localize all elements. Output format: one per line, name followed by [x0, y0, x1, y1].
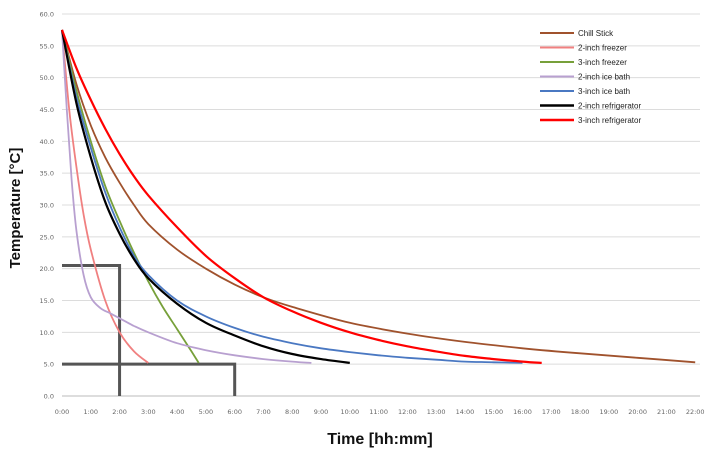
series-line-7 — [60, 29, 542, 364]
x-tick-label: 11:00 — [369, 408, 388, 416]
x-tick-label: 20:00 — [628, 408, 647, 416]
series-line-1 — [61, 29, 696, 364]
gridlines — [62, 13, 700, 365]
legend-label: 2-inch refrigerator — [578, 102, 641, 111]
y-tick-label: 50.0 — [40, 74, 54, 82]
x-tick-label: 9:00 — [314, 408, 329, 416]
y-tick-label: 45.0 — [40, 106, 54, 114]
x-tick-label: 10:00 — [340, 408, 359, 416]
y-tick-label: 15.0 — [40, 297, 54, 305]
y-axis-title: Temperature [°C] — [7, 148, 24, 269]
x-tick-label: 8:00 — [285, 408, 300, 416]
x-tick-label: 5:00 — [199, 408, 214, 416]
y-axis-ticks: 0.0 5.0 10.0 15.0 20.0 25.0 30.0 35.0 40.0 45.0 50… — [40, 11, 54, 401]
x-tick-label: 2:00 — [112, 408, 127, 416]
series-line-3 — [61, 29, 200, 364]
legend-label: 3-inch refrigerator — [578, 116, 641, 125]
x-tick-label: 0:00 — [55, 408, 70, 416]
y-tick-label: 30.0 — [40, 202, 54, 210]
series-line-6 — [60, 29, 350, 364]
x-tick-label: 18:00 — [571, 408, 590, 416]
y-tick-label: 5.0 — [44, 361, 54, 369]
series-line-4 — [61, 29, 312, 364]
series-line-5 — [61, 29, 523, 364]
legend: Chill Stick 2-inch freezer 3-inch freezer 2… — [540, 29, 641, 125]
x-tick-label: 19:00 — [599, 408, 618, 416]
y-tick-label: 25.0 — [40, 233, 54, 241]
y-tick-label: 40.0 — [40, 138, 54, 146]
x-tick-label: 22:00 — [686, 408, 705, 416]
y-tick-label: 0.0 — [44, 393, 54, 401]
x-axis-ticks: 0:00 1:00 2:00 3:00 4:00 5:00 6:00 7:00 8:00 9:00… — [55, 408, 705, 416]
legend-label: 3-inch ice bath — [578, 87, 630, 96]
x-tick-label: 16:00 — [513, 408, 532, 416]
x-tick-label: 1:00 — [83, 408, 98, 416]
series-line-2 — [61, 29, 149, 364]
x-tick-label: 6:00 — [227, 408, 242, 416]
x-tick-label: 21:00 — [657, 408, 676, 416]
x-tick-label: 14:00 — [456, 408, 475, 416]
y-tick-label: 10.0 — [40, 329, 54, 337]
x-tick-label: 4:00 — [170, 408, 185, 416]
x-tick-label: 7:00 — [256, 408, 271, 416]
reference-lines — [62, 263, 237, 396]
series-lines — [60, 29, 696, 364]
legend-label: Chill Stick — [578, 29, 614, 38]
x-axis-title: Time [hh:mm] — [327, 431, 432, 448]
y-tick-label: 60.0 — [40, 11, 54, 19]
reference-line — [62, 362, 237, 396]
reference-line — [62, 263, 122, 396]
y-tick-label: 55.0 — [40, 42, 54, 50]
x-tick-label: 3:00 — [141, 408, 156, 416]
x-tick-label: 17:00 — [542, 408, 561, 416]
legend-label: 2-inch freezer — [578, 44, 627, 53]
legend-label: 2-inch ice bath — [578, 73, 630, 82]
y-tick-label: 20.0 — [40, 265, 54, 273]
x-tick-label: 13:00 — [427, 408, 446, 416]
x-tick-label: 12:00 — [398, 408, 417, 416]
legend-label: 3-inch freezer — [578, 58, 627, 67]
y-tick-label: 35.0 — [40, 170, 54, 178]
x-tick-label: 15:00 — [484, 408, 503, 416]
